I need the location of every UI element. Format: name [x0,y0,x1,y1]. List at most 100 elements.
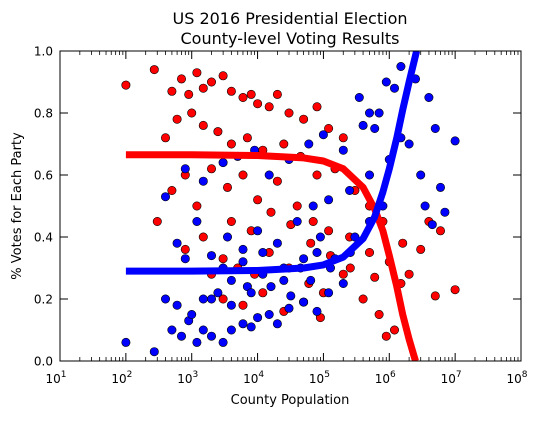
red-data-point [272,89,282,99]
blue-data-point [238,244,248,254]
red-data-point [370,272,380,282]
red-data-point [258,288,268,298]
blue-data-point [149,347,159,357]
blue-data-point [279,275,289,285]
blue-data-point [218,158,228,168]
blue-data-point [374,108,384,118]
blue-data-point [223,232,233,242]
blue-data-point [226,325,236,335]
blue-data-point [304,139,314,149]
red-data-point [198,120,208,130]
blue-data-point [286,291,296,301]
red-data-point [374,309,384,319]
red-data-point [152,217,162,227]
red-data-point [312,170,322,180]
chart-title-line-1: US 2016 Presidential Election [172,9,407,28]
blue-data-point [238,319,248,329]
blue-data-point [389,83,399,93]
red-data-point [177,74,187,84]
blue-data-point [364,108,374,118]
blue-data-point [264,170,274,180]
blue-data-point [424,93,434,103]
blue-data-point [198,176,208,186]
chart-title-line-2: County-level Voting Results [181,29,400,48]
red-data-point [180,244,190,254]
blue-data-point [172,300,182,310]
red-data-point [238,93,248,103]
red-data-point [161,133,171,143]
red-data-point [238,170,248,180]
red-data-point [223,182,233,192]
blue-data-point [324,195,334,205]
blue-data-point [381,77,391,87]
blue-data-point [312,248,322,258]
red-data-point [416,244,426,254]
red-data-point [218,254,228,264]
blue-data-point [177,331,187,341]
blue-data-point [213,288,223,298]
red-data-point [218,71,228,81]
red-data-point [435,226,445,236]
blue-data-point [253,226,263,236]
red-data-point [308,217,318,227]
y-tick-label: 0.4 [34,231,53,245]
blue-data-point [266,282,276,292]
red-data-point [345,263,355,273]
red-data-point [198,232,208,242]
red-data-point [430,291,440,301]
blue-data-point [253,313,263,323]
red-data-point [253,195,263,205]
red-data-point [226,217,236,227]
x-tick-label: 106 [375,370,396,386]
blue-data-point [218,337,228,347]
red-data-point [284,108,294,118]
red-data-point [404,269,414,279]
red-data-point [381,331,391,341]
blue-data-point [198,325,208,335]
blue-data-point [207,294,217,304]
red-data-point [226,86,236,96]
blue-data-point [226,300,236,310]
blue-data-point [272,319,282,329]
red-data-point [207,164,217,174]
plot-area [121,51,460,361]
blue-data-point [345,186,355,196]
red-fit-curve [125,151,419,361]
red-data-point [306,238,316,248]
blue-data-point [427,220,437,230]
blue-data-point [258,248,268,258]
red-data-point [238,300,248,310]
red-data-point [272,176,282,186]
x-tick-label: 105 [309,370,330,386]
red-data-point [324,226,334,236]
blue-data-point [312,306,322,316]
blue-data-point [370,124,380,134]
blue-data-point [404,139,414,149]
blue-data-point [246,288,256,298]
red-data-point [167,186,177,196]
x-tick-label: 103 [177,370,198,386]
x-tick-label: 107 [441,370,462,386]
red-data-point [149,65,159,75]
x-tick-label: 101 [45,370,66,386]
x-tick-label: 108 [506,370,527,386]
red-data-point [324,124,334,134]
y-tick-label: 0.0 [34,355,53,369]
blue-data-point [207,331,217,341]
blue-data-point [430,124,440,134]
blue-data-point [161,192,171,202]
y-tick-label: 0.6 [34,169,53,183]
blue-data-point [238,257,248,267]
red-data-point [450,285,460,295]
y-tick-label: 1.0 [34,45,53,59]
blue-data-point [187,309,197,319]
red-data-point [246,89,256,99]
red-data-point [364,248,374,258]
red-data-point [184,89,194,99]
blue-data-point [338,278,348,288]
red-data-point [192,201,202,211]
plot-frame [59,50,522,362]
blue-data-point [172,238,182,248]
blue-data-point [420,201,430,211]
